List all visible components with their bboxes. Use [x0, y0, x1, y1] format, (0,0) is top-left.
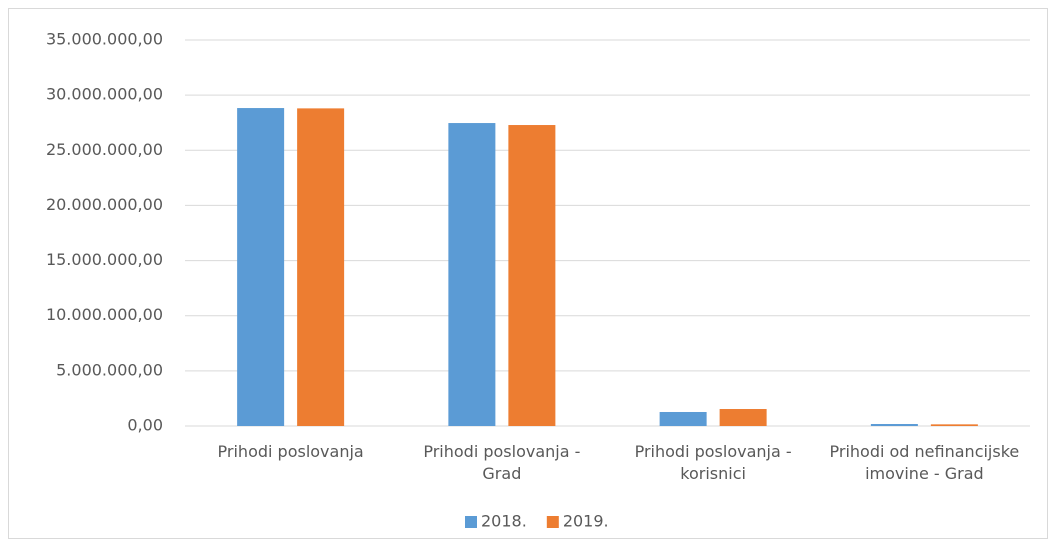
legend-label: 2018.	[481, 512, 527, 531]
bar	[508, 125, 556, 427]
y-tick-label: 35.000.000,00	[46, 30, 163, 49]
x-tick-label: Prihodi poslovanja - korisnici	[634, 442, 792, 483]
bar	[297, 108, 345, 427]
y-tick-label: 15.000.000,00	[46, 250, 163, 269]
x-tick-label: Prihodi poslovanja	[217, 442, 364, 461]
chart-frame	[8, 8, 1048, 539]
y-tick-label: 10.000.000,00	[46, 305, 163, 324]
legend-label: 2019.	[563, 512, 609, 531]
y-tick-label: 25.000.000,00	[46, 140, 163, 159]
bar	[448, 123, 496, 427]
legend-swatch	[546, 516, 559, 528]
bar	[930, 424, 978, 426]
bar	[659, 411, 707, 426]
y-tick-label: 0,00	[127, 416, 163, 435]
y-tick-label: 30.000.000,00	[46, 85, 163, 104]
bar	[237, 108, 285, 426]
x-tick-label: Prihodi od nefinancijske imovine - Grad	[829, 442, 1020, 483]
y-tick-label: 5.000.000,00	[56, 360, 163, 379]
x-tick-label: Prihodi poslovanja - Grad	[423, 442, 581, 483]
y-tick-label: 20.000.000,00	[46, 195, 163, 214]
bar	[870, 424, 918, 426]
legend-swatch	[465, 516, 477, 528]
bar	[719, 409, 767, 426]
